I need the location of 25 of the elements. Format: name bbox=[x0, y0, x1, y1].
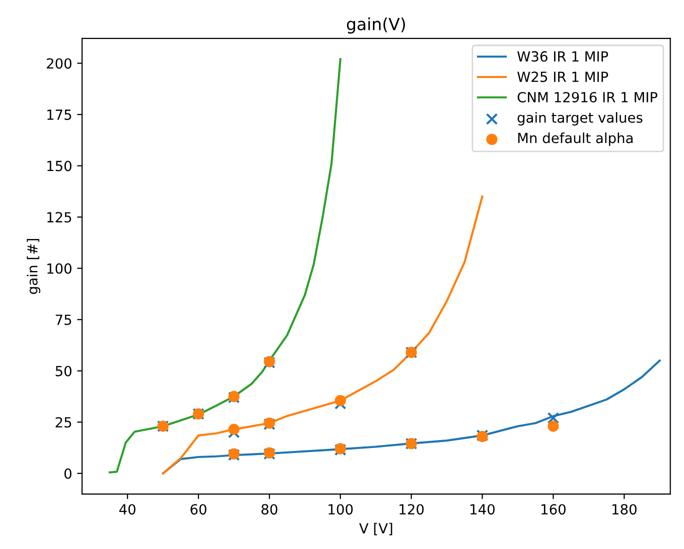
y-tick-label: 0 bbox=[64, 468, 72, 479]
y-tick-label: 100 bbox=[47, 263, 72, 274]
x-tick-label: 60 bbox=[190, 504, 206, 515]
legend-label: W36 IR 1 MIP bbox=[517, 51, 608, 62]
legend-label: W25 IR 1 MIP bbox=[517, 72, 608, 82]
y-axis-title: gain [#] bbox=[26, 239, 40, 294]
x-tick-label: 100 bbox=[328, 504, 353, 515]
legend-label: gain target values bbox=[518, 112, 642, 126]
x-tick-label: 180 bbox=[612, 504, 637, 515]
y-tick-label: 175 bbox=[47, 110, 72, 120]
chart-title: gain(V) bbox=[346, 17, 405, 34]
y-tick-label: 25 bbox=[56, 417, 72, 428]
y-tick-label: 50 bbox=[56, 366, 72, 376]
y-tick-label: 125 bbox=[47, 212, 72, 223]
x-tick-label: 160 bbox=[542, 504, 566, 515]
x-tick-label: 120 bbox=[400, 504, 424, 515]
x-axis-title: V [V] bbox=[359, 522, 392, 536]
y-tick-label: 150 bbox=[47, 160, 72, 172]
x-tick-label: 80 bbox=[262, 504, 278, 515]
legend-label: Mn default alpha bbox=[518, 132, 633, 146]
y-tick-label: 200 bbox=[46, 58, 72, 69]
legend-label: CNM 12916 IR 1 MIP bbox=[518, 92, 658, 102]
x-tick-label: 140 bbox=[470, 504, 495, 515]
y-tick-label: 75 bbox=[56, 314, 72, 326]
x-tick-label: 40 bbox=[119, 504, 136, 515]
